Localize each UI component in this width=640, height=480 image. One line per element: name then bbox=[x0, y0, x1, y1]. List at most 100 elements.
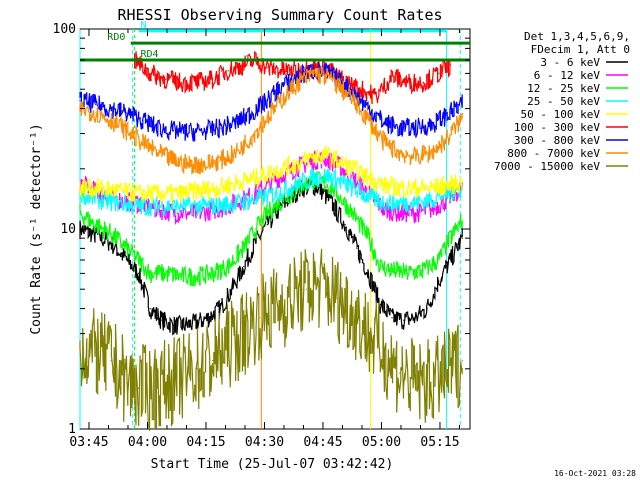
data-point-2-0 bbox=[79, 212, 81, 214]
data-point-4-1 bbox=[98, 187, 101, 189]
data-point-0-10 bbox=[208, 317, 210, 319]
series-2 bbox=[79, 170, 463, 287]
data-point-5-22 bbox=[449, 64, 452, 66]
series-trace-6 bbox=[79, 62, 463, 142]
data-point-6-21 bbox=[399, 127, 401, 129]
data-point-0-2 bbox=[110, 242, 112, 244]
legend: Det 1,3,4,5,6,9,FDecim 1, Att 03 - 6 keV… bbox=[494, 30, 630, 173]
data-point-7-9 bbox=[219, 159, 221, 162]
data-point-5-10 bbox=[282, 69, 284, 72]
data-point-4-12 bbox=[313, 156, 315, 158]
y-axis-ticks: 1 10 100 bbox=[53, 22, 470, 437]
data-point-6-14 bbox=[297, 75, 299, 77]
data-point-6-16 bbox=[325, 71, 327, 73]
data-point-2-8 bbox=[196, 275, 198, 277]
data-point-8-25 bbox=[446, 372, 448, 374]
data-point-0-28 bbox=[414, 317, 416, 319]
data-point-2-6 bbox=[165, 272, 167, 274]
data-point-4-7 bbox=[215, 187, 218, 189]
data-point-6-20 bbox=[383, 122, 385, 124]
data-point-0-9 bbox=[196, 322, 198, 324]
x-tick-label-2: 04:15 bbox=[186, 435, 225, 450]
data-point-8-2 bbox=[110, 359, 112, 362]
data-point-8-23 bbox=[414, 382, 416, 384]
data-point-8-7 bbox=[180, 377, 182, 379]
data-point-6-11 bbox=[251, 112, 253, 114]
footer-timestamp: 16-Oct-2021 03:28 bbox=[554, 469, 636, 478]
data-point-0-30 bbox=[438, 280, 440, 282]
series-trace-0 bbox=[79, 177, 463, 336]
data-point-3-16 bbox=[368, 196, 370, 198]
data-point-2-4 bbox=[137, 259, 140, 261]
data-point-4-22 bbox=[461, 182, 463, 184]
data-point-0-5 bbox=[149, 307, 151, 310]
data-point-8-4 bbox=[137, 387, 140, 389]
data-point-7-21 bbox=[399, 152, 401, 154]
data-point-4-18 bbox=[399, 187, 401, 189]
data-point-8-3 bbox=[126, 382, 128, 384]
data-point-2-23 bbox=[407, 272, 409, 274]
data-point-3-12 bbox=[313, 177, 315, 179]
data-point-6-25 bbox=[461, 103, 463, 105]
x-tick-label-4: 04:45 bbox=[303, 435, 342, 450]
data-point-0-32 bbox=[461, 237, 463, 239]
data-point-0-25 bbox=[379, 303, 381, 305]
data-point-7-15 bbox=[313, 72, 315, 74]
data-point-2-22 bbox=[391, 269, 393, 272]
data-point-4-21 bbox=[446, 184, 448, 187]
data-point-3-17 bbox=[383, 202, 385, 204]
data-point-4-4 bbox=[157, 193, 159, 195]
data-point-5-4 bbox=[196, 81, 198, 84]
data-point-6-13 bbox=[282, 85, 284, 87]
data-point-3-1 bbox=[98, 199, 101, 201]
data-point-5-20 bbox=[422, 81, 424, 84]
data-point-3-14 bbox=[336, 179, 338, 181]
data-point-4-2 bbox=[118, 190, 120, 192]
data-point-7-19 bbox=[368, 119, 370, 121]
data-point-4-20 bbox=[430, 187, 432, 189]
data-point-2-18 bbox=[336, 193, 338, 195]
data-point-8-26 bbox=[461, 359, 463, 362]
legend-label-0: 3 - 6 keV bbox=[540, 56, 600, 69]
data-point-2-20 bbox=[368, 237, 370, 239]
data-point-4-19 bbox=[414, 187, 416, 189]
data-point-0-20 bbox=[321, 190, 323, 192]
y-tick-label-1: 10 bbox=[60, 222, 76, 237]
data-point-4-16 bbox=[368, 177, 370, 179]
data-point-5-5 bbox=[212, 78, 214, 80]
data-point-6-2 bbox=[110, 107, 112, 110]
data-point-3-7 bbox=[215, 205, 218, 207]
data-point-3-6 bbox=[196, 205, 198, 207]
data-point-1-5 bbox=[176, 212, 179, 214]
data-point-0-11 bbox=[219, 307, 221, 310]
x-tick-label-6: 05:15 bbox=[420, 435, 459, 450]
data-point-1-9 bbox=[254, 193, 257, 195]
data-point-8-1 bbox=[95, 352, 97, 354]
y-axis-label: Count Rate (s⁻¹ detector⁻¹) bbox=[29, 123, 44, 334]
data-point-4-11 bbox=[293, 163, 296, 166]
x-axis-label: Start Time (25-Jul-07 03:42:42) bbox=[151, 457, 394, 472]
data-point-4-3 bbox=[137, 193, 140, 195]
data-point-8-13 bbox=[274, 307, 276, 310]
data-point-7-8 bbox=[204, 163, 206, 166]
data-point-4-8 bbox=[235, 182, 237, 184]
legend-label-5: 100 - 300 keV bbox=[514, 121, 600, 134]
data-point-7-22 bbox=[414, 156, 416, 158]
data-point-8-10 bbox=[227, 345, 229, 347]
data-point-3-19 bbox=[414, 202, 416, 204]
data-point-2-26 bbox=[449, 237, 452, 239]
data-point-8-15 bbox=[305, 288, 307, 290]
data-point-2-2 bbox=[110, 232, 112, 235]
data-point-8-0 bbox=[79, 345, 81, 347]
x-tick-label-5: 05:00 bbox=[362, 435, 401, 450]
data-point-3-2 bbox=[118, 202, 120, 204]
data-point-3-15 bbox=[352, 187, 354, 189]
data-point-5-17 bbox=[375, 95, 377, 98]
data-point-0-27 bbox=[403, 319, 405, 321]
data-point-6-4 bbox=[141, 119, 143, 121]
data-point-7-3 bbox=[126, 130, 128, 132]
data-point-7-23 bbox=[430, 152, 432, 154]
series-3 bbox=[79, 168, 463, 217]
data-point-1-21 bbox=[446, 199, 448, 201]
data-point-4-6 bbox=[196, 190, 198, 192]
